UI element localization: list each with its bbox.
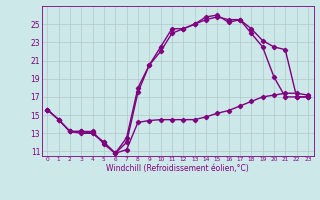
X-axis label: Windchill (Refroidissement éolien,°C): Windchill (Refroidissement éolien,°C) — [106, 164, 249, 173]
